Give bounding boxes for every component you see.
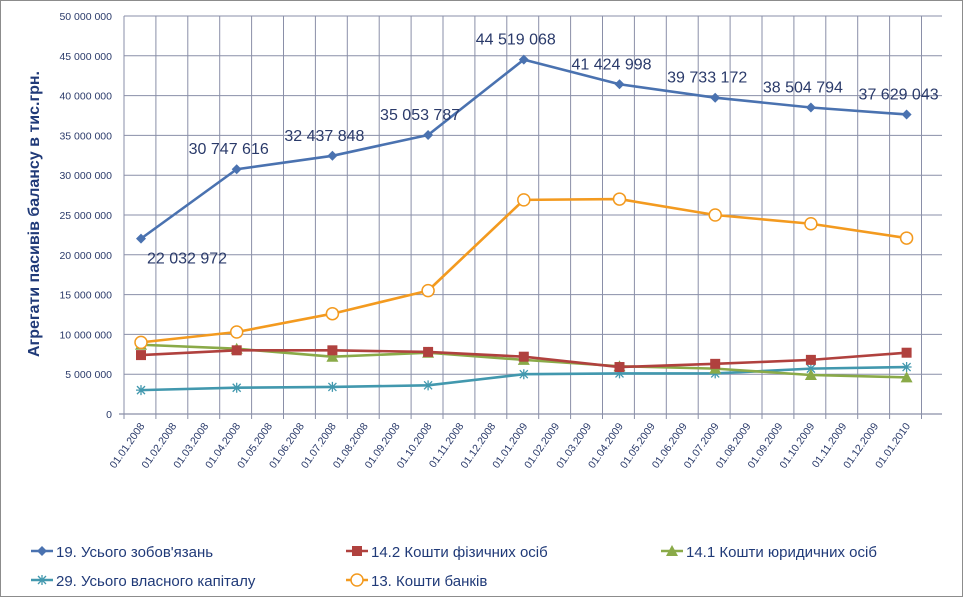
- diamond-marker: [805, 102, 816, 113]
- y-tick-label: 5 000 000: [65, 369, 112, 381]
- diamond-marker: [518, 54, 529, 65]
- data-label: 22 032 972: [147, 251, 227, 268]
- series-3: [136, 362, 912, 396]
- legend-item: 14.2 Кошти фізичних осіб: [346, 544, 548, 561]
- triangle-marker: [804, 368, 817, 380]
- y-tick-label: 30 000 000: [59, 170, 112, 182]
- data-label: 44 519 068: [476, 32, 556, 49]
- legend-item: 13. Кошти банків: [346, 573, 487, 590]
- triangle-marker: [900, 371, 913, 383]
- legend-label: 14.1 Кошти юридичних осіб: [686, 544, 877, 561]
- star-marker: [901, 362, 912, 373]
- y-tick-label: 15 000 000: [59, 290, 112, 302]
- data-label: 30 747 616: [189, 141, 269, 158]
- diamond-marker: [614, 79, 625, 90]
- circle-marker: [421, 283, 435, 298]
- star-marker: [805, 363, 816, 374]
- y-tick-label: 35 000 000: [59, 130, 112, 142]
- star-marker: [136, 385, 146, 396]
- circle-marker: [708, 208, 722, 222]
- data-label: 38 504 794: [763, 80, 843, 97]
- square-marker: [518, 351, 529, 362]
- legend-label: 29. Усього власного капіталу: [56, 573, 256, 590]
- diamond-marker: [231, 164, 242, 175]
- y-tick-label: 45 000 000: [59, 51, 112, 63]
- square-marker: [614, 362, 625, 373]
- legend-item: 14.1 Кошти юридичних осіб: [661, 544, 877, 561]
- triangle-marker: [666, 545, 678, 556]
- y-tick-label: 50 000 000: [59, 11, 112, 23]
- diamond-marker: [37, 546, 47, 556]
- legend-label: 13. Кошти банків: [371, 573, 487, 590]
- star-marker: [327, 381, 338, 392]
- diamond-marker: [327, 150, 338, 161]
- circle-marker: [325, 306, 340, 321]
- data-label: 41 424 998: [571, 56, 651, 73]
- star-marker: [423, 380, 434, 391]
- data-label: 32 437 848: [284, 128, 364, 145]
- square-marker: [901, 347, 912, 358]
- square-marker: [423, 346, 434, 357]
- diamond-marker: [136, 233, 146, 244]
- legend-label: 19. Усього зобов'язань: [56, 544, 213, 561]
- legend-item: 29. Усього власного капіталу: [31, 573, 256, 590]
- diamond-marker: [901, 109, 912, 120]
- triangle-marker: [326, 350, 339, 362]
- legend-label: 14.2 Кошти фізичних осіб: [371, 544, 548, 561]
- data-label: 39 733 172: [667, 70, 747, 87]
- series-0: 22 032 972 30 747 616 32 437 848 35 053 787…: [136, 32, 939, 268]
- square-marker: [136, 350, 146, 361]
- square-marker: [352, 546, 362, 556]
- star-marker: [518, 369, 529, 380]
- circle-marker: [350, 573, 364, 587]
- square-marker: [710, 358, 721, 369]
- square-marker: [805, 354, 816, 365]
- series-line: [140, 197, 907, 344]
- y-axis-title: Агрегати пасивів балансу в тис.грн.: [26, 71, 43, 357]
- legend-item: 19. Усього зобов'язань: [31, 544, 213, 561]
- y-tick-label: 25 000 000: [59, 210, 112, 222]
- diamond-marker: [710, 92, 721, 103]
- square-marker: [327, 345, 338, 356]
- y-tick-label: 20 000 000: [59, 250, 112, 262]
- circle-marker: [612, 192, 627, 206]
- circle-marker: [134, 335, 148, 350]
- star-marker: [231, 382, 242, 393]
- square-marker: [231, 345, 242, 356]
- y-tick-label: 0: [106, 409, 112, 421]
- circle-marker: [517, 193, 531, 207]
- circle-marker: [804, 217, 818, 231]
- star-marker: [614, 368, 625, 379]
- circle-marker: [899, 231, 914, 245]
- data-label: 37 629 043: [859, 86, 939, 103]
- circle-marker: [229, 325, 244, 339]
- y-tick-label: 40 000 000: [59, 91, 112, 103]
- series-4: [134, 192, 914, 350]
- y-tick-label: 10 000 000: [59, 329, 112, 341]
- diamond-marker: [423, 129, 434, 140]
- series-1: [136, 345, 912, 373]
- star-marker: [37, 575, 47, 585]
- data-label: 35 053 787: [380, 107, 460, 124]
- legend: 19. Усього зобов'язань 14.2 Кошти фізични…: [31, 544, 877, 590]
